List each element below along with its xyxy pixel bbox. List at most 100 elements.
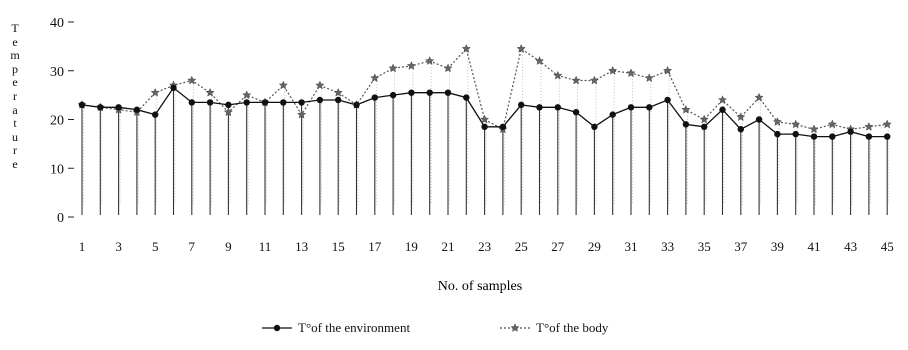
x-tick-label: 45 [881, 239, 894, 254]
data-point-environment [444, 89, 452, 96]
x-tick-label: 1 [79, 239, 86, 254]
data-point-environment [170, 84, 177, 92]
x-tick-label: 7 [189, 239, 196, 254]
data-point-environment [206, 99, 214, 106]
data-point-environment [774, 130, 781, 138]
data-point-body [626, 68, 636, 78]
x-tick-label: 39 [771, 239, 784, 254]
data-point-environment [792, 130, 799, 138]
x-tick-label: 31 [625, 239, 638, 254]
data-point-environment [755, 116, 763, 123]
data-point-body [608, 65, 618, 75]
x-tick-label: 21 [442, 239, 455, 254]
data-point-body [187, 75, 197, 85]
data-point-body [516, 43, 526, 53]
x-tick-label: 29 [588, 239, 601, 254]
data-point-body [662, 65, 673, 75]
series-markers [77, 43, 892, 140]
data-point-body [223, 107, 234, 117]
data-point-body [644, 73, 654, 82]
x-tick-label: 5 [152, 239, 159, 254]
x-tick-label: 9 [225, 239, 232, 254]
data-point-body [388, 63, 398, 73]
data-point-environment [646, 104, 653, 111]
series-lines [81, 47, 888, 138]
data-point-environment [499, 123, 507, 131]
data-point-environment [261, 99, 269, 106]
data-point-environment [664, 96, 671, 104]
data-point-body [809, 124, 819, 134]
axis-layer [68, 21, 74, 218]
x-tick-label: 19 [405, 239, 418, 254]
data-point-environment [847, 128, 854, 135]
x-tick-label: 25 [515, 239, 528, 254]
data-point-environment [133, 106, 141, 113]
data-point-body [150, 87, 160, 97]
data-point-environment [371, 94, 378, 101]
data-point-environment [518, 101, 525, 109]
data-point-environment [353, 101, 360, 109]
data-point-body [754, 92, 764, 102]
x-tick-label: 33 [661, 239, 674, 254]
y-axis-title-letter: e [12, 156, 18, 171]
data-point-body [864, 121, 874, 131]
data-point-body [681, 104, 691, 114]
data-point-body [242, 90, 252, 100]
data-point-body [406, 61, 417, 70]
data-point-environment [572, 108, 580, 116]
x-tick-label: 23 [478, 239, 491, 254]
data-point-environment [335, 96, 342, 104]
data-point-body [736, 112, 746, 121]
data-point-body [571, 75, 581, 85]
y-axis-title-letter: r [13, 88, 17, 103]
y-tick-label: 20 [50, 114, 64, 129]
data-point-environment [627, 104, 635, 111]
legend-marker-environment [273, 324, 281, 332]
data-point-body [699, 114, 709, 124]
x-tick-label: 35 [698, 239, 711, 254]
y-axis-title-letter: m [10, 48, 20, 63]
y-axis-title-letter: r [13, 143, 17, 158]
data-point-environment [115, 104, 122, 111]
legend-marker-body [510, 323, 520, 332]
y-tick-label: 10 [50, 162, 64, 177]
y-axis-title-letter: e [12, 75, 18, 90]
data-point-body [589, 75, 600, 85]
data-point-environment [298, 99, 305, 106]
data-point-environment [408, 89, 415, 96]
data-point-body [479, 114, 490, 124]
x-tick-label: 11 [259, 239, 272, 254]
data-point-body [205, 87, 215, 97]
data-point-environment [609, 111, 616, 118]
data-point-environment [316, 96, 324, 104]
x-tick-label: 43 [844, 239, 857, 254]
x-tick-label: 3 [115, 239, 122, 254]
data-point-body [425, 56, 435, 65]
legend-label-environment: T°of the environment [298, 320, 410, 335]
data-point-environment [78, 101, 86, 109]
data-point-body [296, 109, 307, 119]
data-point-environment [97, 104, 104, 111]
data-point-environment [884, 133, 891, 140]
data-point-environment [243, 99, 250, 106]
y-axis-title-letter: T [11, 21, 19, 35]
y-tick-label: 0 [57, 211, 64, 226]
data-point-body [553, 70, 563, 80]
y-tick-label: 30 [50, 65, 64, 80]
data-point-environment [481, 123, 488, 131]
data-point-environment [865, 133, 873, 140]
x-tick-label: 13 [295, 239, 308, 254]
data-point-body [534, 56, 545, 65]
data-point-environment [682, 121, 690, 128]
data-point-environment [280, 99, 287, 106]
data-point-body [315, 80, 325, 90]
data-point-body [370, 73, 380, 82]
legend-label-body: T°of the body [536, 320, 609, 335]
drop-lines [81, 48, 890, 215]
data-point-environment [810, 133, 818, 140]
y-axis-title-letter: e [12, 34, 18, 49]
data-point-environment [829, 133, 836, 140]
